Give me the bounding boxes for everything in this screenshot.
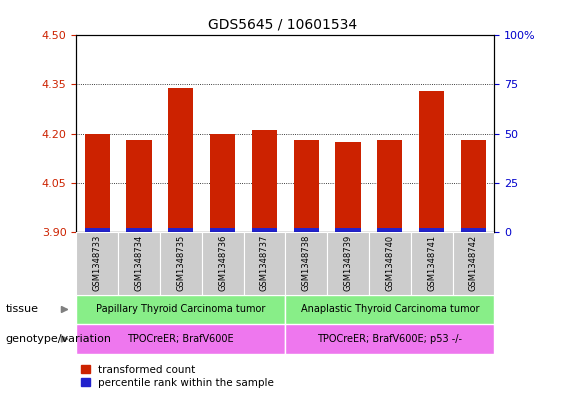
Bar: [377, 228, 402, 232]
Text: Papillary Thyroid Carcinoma tumor: Papillary Thyroid Carcinoma tumor: [96, 305, 266, 314]
Text: genotype/variation: genotype/variation: [6, 334, 112, 344]
Text: GSM1348741: GSM1348741: [427, 235, 436, 291]
Bar: [461, 228, 486, 232]
Bar: [336, 228, 360, 232]
Text: GSM1348733: GSM1348733: [93, 235, 102, 292]
Bar: [168, 88, 193, 228]
Bar: [294, 140, 319, 228]
Bar: [85, 134, 110, 228]
Text: TPOCreER; BrafV600E; p53 -/-: TPOCreER; BrafV600E; p53 -/-: [318, 334, 462, 344]
Bar: [411, 232, 453, 295]
Bar: [285, 324, 494, 354]
Text: GSM1348742: GSM1348742: [469, 235, 478, 291]
Bar: [244, 232, 285, 295]
Text: GSM1348738: GSM1348738: [302, 235, 311, 292]
Text: Anaplastic Thyroid Carcinoma tumor: Anaplastic Thyroid Carcinoma tumor: [301, 305, 479, 314]
Bar: [210, 228, 235, 232]
Bar: [252, 228, 277, 232]
Bar: [453, 232, 494, 295]
Bar: [127, 228, 151, 232]
Bar: [419, 91, 444, 228]
Bar: [377, 140, 402, 228]
Bar: [210, 134, 235, 228]
Bar: [419, 228, 444, 232]
Bar: [168, 228, 193, 232]
Bar: [294, 228, 319, 232]
Text: GSM1348734: GSM1348734: [134, 235, 144, 292]
Bar: [285, 232, 327, 295]
Text: GSM1348735: GSM1348735: [176, 235, 185, 292]
Bar: [285, 295, 494, 324]
Bar: [336, 142, 360, 228]
Bar: [461, 140, 486, 228]
Bar: [369, 232, 411, 295]
Text: GSM1348736: GSM1348736: [218, 235, 227, 292]
Bar: [327, 232, 369, 295]
Bar: [160, 232, 202, 295]
Text: GDS5645 / 10601534: GDS5645 / 10601534: [208, 18, 357, 32]
Bar: [76, 295, 285, 324]
Bar: [127, 140, 151, 228]
Text: TPOCreER; BrafV600E: TPOCreER; BrafV600E: [128, 334, 234, 344]
Bar: [85, 228, 110, 232]
Text: tissue: tissue: [6, 305, 38, 314]
Bar: [202, 232, 244, 295]
Legend: transformed count, percentile rank within the sample: transformed count, percentile rank withi…: [81, 365, 274, 388]
Bar: [118, 232, 160, 295]
Bar: [76, 232, 118, 295]
Bar: [252, 130, 277, 228]
Bar: [76, 324, 285, 354]
Text: GSM1348739: GSM1348739: [344, 235, 353, 292]
Text: GSM1348740: GSM1348740: [385, 235, 394, 291]
Text: GSM1348737: GSM1348737: [260, 235, 269, 292]
